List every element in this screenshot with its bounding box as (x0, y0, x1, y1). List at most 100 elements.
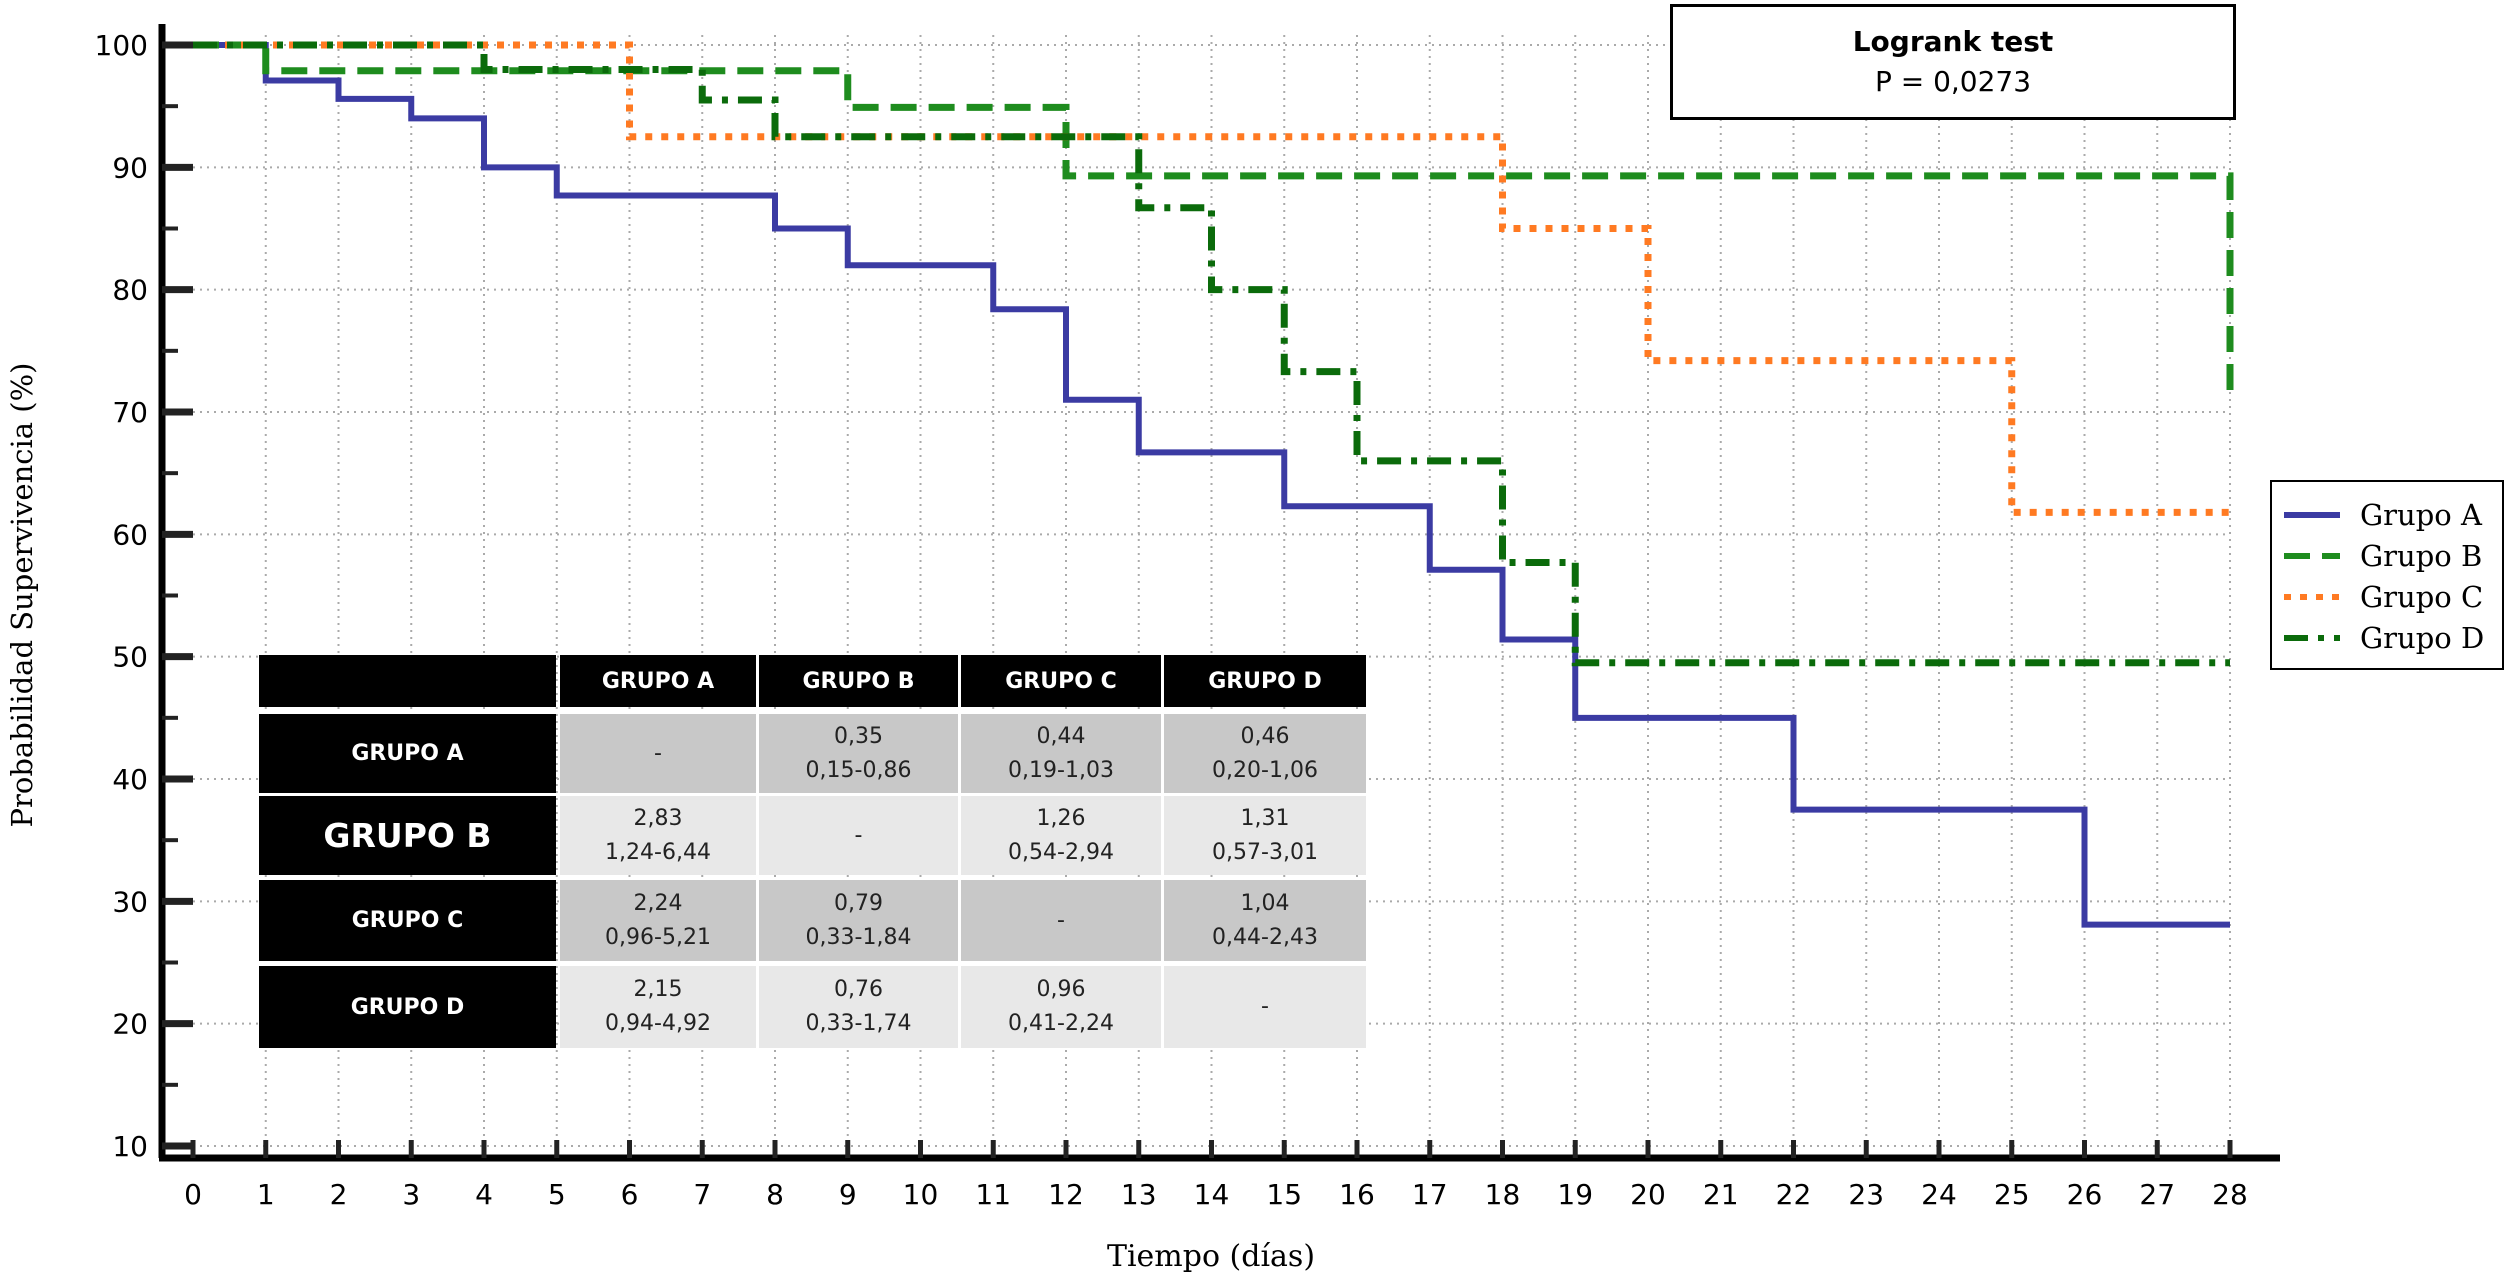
table-cell: 0,79 0,33-1,84 (759, 880, 958, 961)
row-header-label: GRUPO C (351, 908, 464, 933)
confidence-interval: 0,96-5,21 (605, 924, 711, 950)
hazard-ratio-value: 2,24 (633, 890, 683, 916)
table-row-header: GRUPO A (259, 714, 556, 793)
curve-grupo-d (193, 41, 2230, 667)
x-axis-label: Tiempo (días) (1107, 1239, 1315, 1274)
legend-swatch (2284, 552, 2340, 559)
table-cell: 0,35 0,15-0,86 (759, 714, 958, 793)
table-row-header: GRUPO D (259, 966, 556, 1048)
x-tick-label: 22 (1776, 1178, 1812, 1211)
curve-grupo-b (193, 41, 2234, 397)
y-tick-label: 20 (112, 1008, 148, 1041)
table-cell: 0,46 0,20-1,06 (1164, 714, 1366, 793)
x-tick-label: 23 (1848, 1178, 1884, 1211)
hazard-ratio-value: 2,83 (633, 805, 683, 831)
table-header-corner (259, 655, 556, 707)
table-cell: - (759, 796, 958, 875)
hazard-ratio-value: 0,76 (834, 977, 883, 1002)
x-tick-label: 19 (1557, 1178, 1593, 1211)
x-tick-label: 1 (257, 1178, 275, 1211)
legend-item: Grupo D (2282, 617, 2502, 658)
x-tick-label: 25 (1994, 1178, 2030, 1211)
x-tick-label: 15 (1266, 1178, 1302, 1211)
x-tick-label: 10 (903, 1178, 939, 1211)
legend-swatch (2284, 593, 2340, 600)
x-tick-label: 0 (184, 1178, 202, 1211)
x-tick-label: 27 (2139, 1178, 2175, 1211)
hazard-ratio-value: 0,44 (1036, 723, 1086, 749)
confidence-interval: 0,54-2,94 (1008, 839, 1114, 865)
hazard-ratio-value: - (654, 740, 662, 766)
confidence-interval: 0,20-1,06 (1212, 757, 1318, 783)
x-tick-label: 26 (2067, 1178, 2103, 1211)
confidence-interval: 0,41-2,24 (1008, 1011, 1114, 1036)
column-header-label: GRUPO D (1208, 668, 1322, 694)
x-tick-label: 6 (621, 1178, 639, 1211)
column-header-label: GRUPO B (802, 668, 915, 694)
legend-item: Grupo A (2282, 494, 2502, 535)
y-tick-label: 40 (112, 763, 148, 796)
table-cell: 2,83 1,24-6,44 (560, 796, 756, 875)
row-header-label: GRUPO D (350, 994, 465, 1020)
logrank-title: Logrank test (1852, 25, 2054, 58)
confidence-interval: 0,33-1,84 (805, 924, 912, 950)
hazard-ratio-value: - (854, 822, 863, 848)
x-tick-label: 24 (1921, 1178, 1957, 1211)
hazard-ratio-value: 0,46 (1240, 723, 1290, 749)
hazard-ratio-value: 0,35 (834, 723, 883, 749)
x-tick-label: 7 (693, 1178, 711, 1211)
legend-label: Grupo B (2360, 538, 2483, 573)
y-tick-label: 70 (112, 396, 148, 429)
confidence-interval: 0,44-2,43 (1212, 924, 1318, 950)
x-tick-label: 2 (330, 1178, 348, 1211)
logrank-box: Logrank test P = 0,0273 (1670, 4, 2236, 120)
table-cell: 0,76 0,33-1,74 (759, 966, 958, 1048)
table-cell: 0,44 0,19-1,03 (961, 714, 1161, 793)
table-row-header: GRUPO B (259, 796, 556, 875)
table-cell: 1,26 0,54-2,94 (961, 796, 1161, 875)
hazard-ratio-value: 0,96 (1036, 977, 1086, 1002)
table-cell: 2,24 0,96-5,21 (560, 880, 756, 961)
table-cell: - (560, 714, 756, 793)
confidence-interval: 0,94-4,92 (605, 1011, 711, 1036)
y-tick-label: 30 (112, 885, 148, 918)
curve-grupo-a (193, 42, 2230, 928)
column-header-label: GRUPO C (1005, 668, 1117, 694)
table-cell: 0,96 0,41-2,24 (961, 966, 1161, 1048)
x-tick-label: 20 (1630, 1178, 1666, 1211)
table-cell: 1,31 0,57-3,01 (1164, 796, 1366, 875)
y-axis-label: Probabilidad Supervivencia (%) (5, 363, 39, 828)
legend-swatch (2284, 511, 2340, 518)
row-header-label: GRUPO A (351, 741, 464, 766)
row-header-label: GRUPO B (323, 816, 492, 855)
confidence-interval: 0,33-1,74 (805, 1011, 912, 1036)
hazard-ratio-value: 1,04 (1240, 890, 1290, 916)
y-tick-label: 90 (112, 151, 148, 184)
logrank-p-value: P = 0,0273 (1874, 65, 2032, 98)
x-tick-label: 8 (766, 1178, 784, 1211)
x-tick-label: 9 (839, 1178, 857, 1211)
curve-grupo-c (193, 41, 2230, 516)
column-header-label: GRUPO A (601, 668, 715, 694)
y-tick-label: 50 (112, 641, 148, 674)
survival-curves (193, 41, 2234, 928)
legend: Grupo A Grupo B Grupo C Grupo D (2270, 480, 2504, 670)
hazard-ratio-value: - (1057, 907, 1065, 933)
table-column-header: GRUPO C (961, 655, 1161, 707)
table-column-header: GRUPO A (560, 655, 756, 707)
legend-label: Grupo A (2360, 497, 2482, 532)
hazard-ratio-value: 2,15 (633, 977, 683, 1002)
x-tick-label: 3 (402, 1178, 420, 1211)
x-tick-label: 28 (2212, 1178, 2248, 1211)
table-column-header: GRUPO D (1164, 655, 1366, 707)
x-tick-label: 5 (548, 1178, 566, 1211)
legend-label: Grupo D (2360, 620, 2485, 655)
x-tick-label: 21 (1703, 1178, 1739, 1211)
y-tick-label: 80 (112, 274, 148, 307)
x-tick-label: 17 (1412, 1178, 1448, 1211)
confidence-interval: 0,19-1,03 (1008, 757, 1114, 783)
table-column-header: GRUPO B (759, 655, 958, 707)
